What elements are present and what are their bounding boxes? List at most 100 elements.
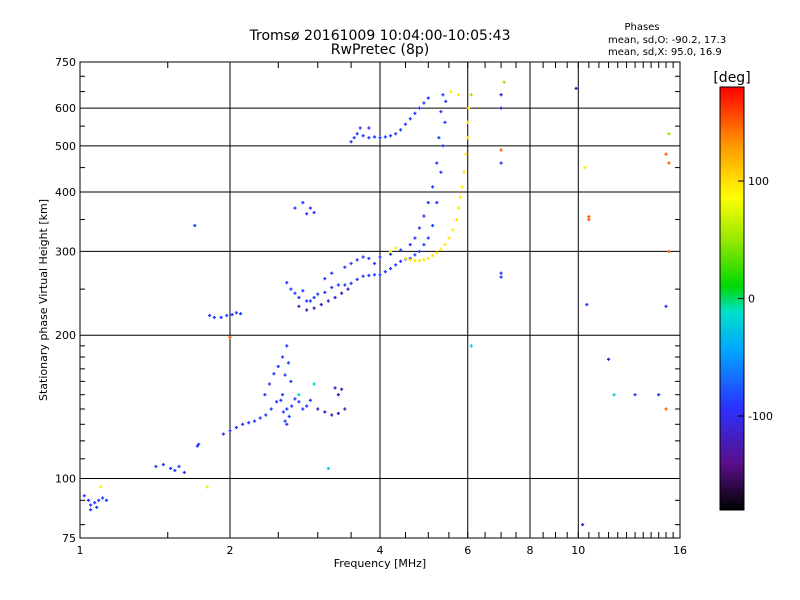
data-point [264,413,268,417]
data-point [343,407,347,411]
data-point [252,419,257,423]
data-point [312,306,316,310]
data-point [585,302,589,307]
data-point [469,93,473,97]
data-point [466,136,470,140]
data-point [388,134,393,138]
data-point [430,253,435,258]
data-point [297,393,301,397]
data-point [281,410,286,414]
data-point [437,136,441,140]
y-tick-label: 75 [62,532,76,545]
data-point [413,253,417,257]
data-point [230,312,234,317]
data-point [326,466,330,471]
data-point [349,281,353,286]
data-point [502,80,506,84]
data-point [633,393,637,397]
x-tick-label: 1 [77,544,84,557]
data-point [305,299,309,303]
data-point [383,135,387,139]
data-point [283,373,287,377]
data-point [305,404,309,408]
data-point [439,247,443,251]
data-point [378,255,382,259]
data-point [228,429,232,433]
data-point [352,136,356,140]
data-point [413,236,417,240]
data-point [367,256,371,261]
data-point [343,265,347,269]
data-point [312,295,316,300]
y-tick-label: 400 [55,186,76,199]
data-point [417,106,422,110]
data-point [308,299,313,303]
data-point [293,206,297,210]
data-point [394,263,398,267]
data-point [177,464,181,469]
data-point [606,357,611,361]
y-tick-label: 200 [55,329,76,342]
data-point [499,93,503,97]
data-point [355,258,359,262]
data-point [367,136,371,140]
x-tick-label: 6 [464,544,471,557]
data-point [358,126,362,130]
data-point [499,161,503,165]
data-point [285,344,289,348]
data-point [193,223,197,228]
data-point [408,243,412,247]
data-point [340,291,344,295]
x-tick-label: 2 [227,544,234,557]
data-point [417,226,422,230]
data-point [330,271,334,275]
data-point [308,398,313,402]
data-point [435,161,439,165]
data-point [422,214,426,218]
data-point [234,425,238,430]
data-point [355,277,359,282]
data-point [435,251,439,255]
data-point [340,387,344,391]
data-point [664,304,668,308]
data-point [499,275,503,279]
data-point [435,200,439,205]
data-point [456,206,461,210]
data-point [323,277,327,281]
data-point [274,400,279,404]
data-point [408,258,412,262]
data-point [466,120,470,124]
data-point [316,292,320,296]
colorbar-tick-label: 100 [748,175,769,188]
data-point [305,308,309,312]
data-point [161,462,165,467]
data-point [285,422,289,426]
data-point [154,464,158,469]
stats-line-o: mean, sd,O: -90.2, 17.3 [608,35,726,46]
data-point [417,258,422,263]
data-point [426,96,430,100]
data-point [469,344,473,348]
data-point [293,291,297,295]
data-point [451,228,455,232]
data-point [205,485,209,489]
data-point [312,210,316,215]
data-point [301,407,305,411]
data-point [319,302,323,307]
data-point [333,386,337,390]
data-point [394,246,398,250]
data-point [301,289,305,293]
data-point [574,86,578,91]
data-point [234,311,238,315]
data-point [173,468,177,473]
data-point [267,382,272,386]
data-point [333,295,337,300]
plot-area [79,61,681,539]
data-point [612,393,616,397]
data-point [580,523,585,527]
x-minor-ticks [79,62,681,538]
data-point [667,249,671,254]
scatter-points [82,80,671,527]
data-point [283,419,287,423]
